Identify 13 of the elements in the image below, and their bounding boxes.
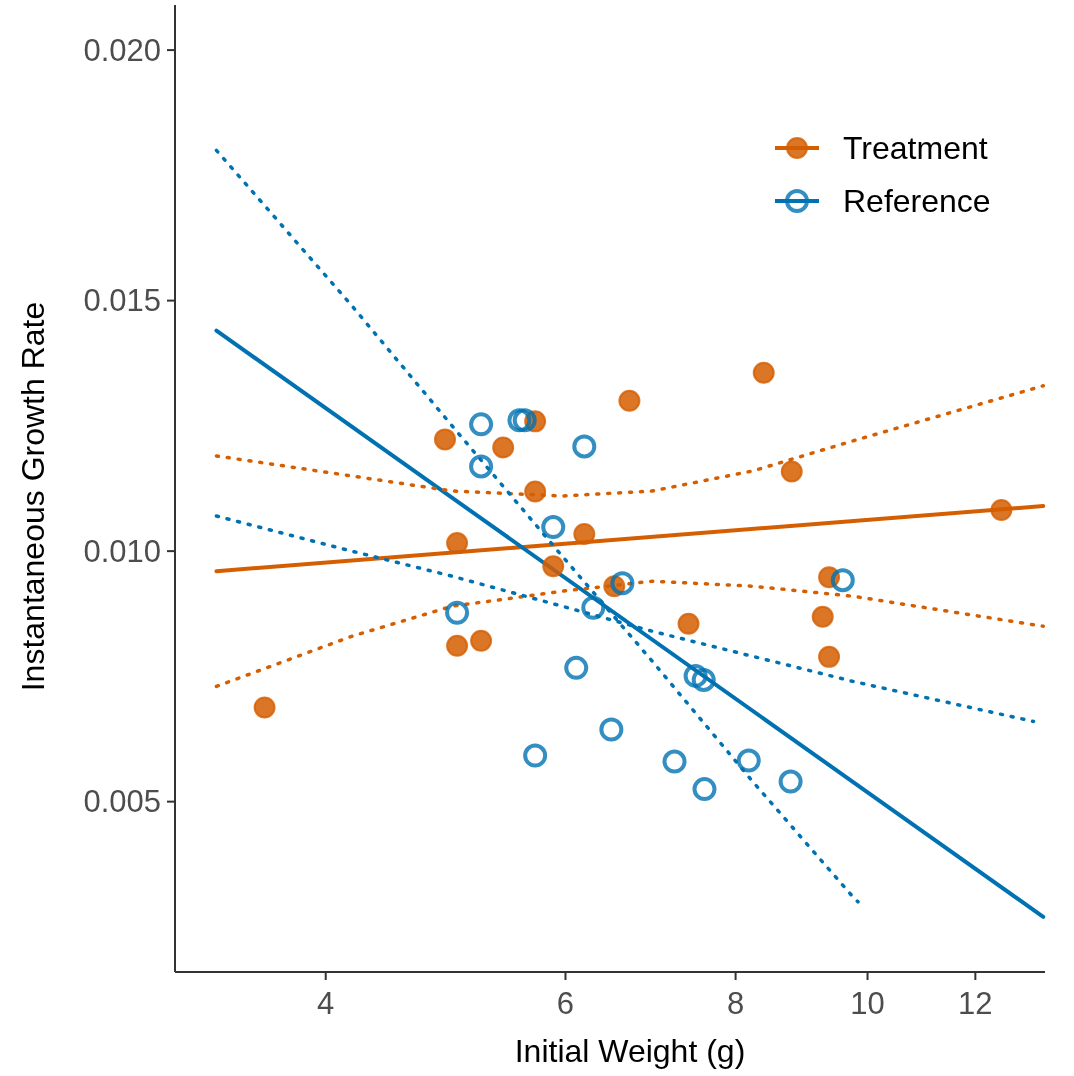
x-tick-label: 6 <box>556 986 575 1021</box>
y-tick-label: 0.015 <box>83 283 161 319</box>
legend-label: Reference <box>843 183 991 220</box>
legend-label: Treatment <box>843 130 988 167</box>
x-tick-label: 8 <box>726 986 745 1021</box>
y-tick-label: 0.010 <box>83 533 161 569</box>
y-tick-label: 0.020 <box>83 32 161 68</box>
x-axis-title: Initial Weight (g) <box>514 1033 746 1069</box>
x-tick-label: 12 <box>958 986 993 1021</box>
y-tick-label: 0.005 <box>83 784 161 820</box>
x-tick-label: 10 <box>850 986 885 1021</box>
x-tick-label: 4 <box>317 986 335 1021</box>
y-axis-title: Instantaneous Growth Rate <box>15 301 51 692</box>
